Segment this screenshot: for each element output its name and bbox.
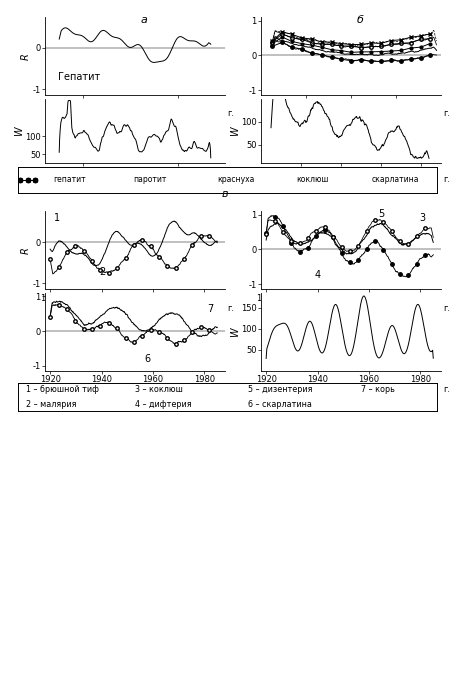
Text: 5: 5 xyxy=(378,208,384,219)
Text: в: в xyxy=(222,189,228,200)
Text: 2 – малярия: 2 – малярия xyxy=(27,400,77,409)
Text: г.: г. xyxy=(227,304,234,313)
Text: гепатит: гепатит xyxy=(54,175,86,184)
Text: паротит: паротит xyxy=(133,175,166,184)
Text: г.: г. xyxy=(227,110,234,118)
Text: г.: г. xyxy=(227,175,234,184)
Text: 3: 3 xyxy=(419,212,426,223)
Text: г.: г. xyxy=(227,385,234,394)
Y-axis label: W: W xyxy=(230,327,240,337)
Text: 7 – корь: 7 – корь xyxy=(361,385,395,394)
Text: 4 – дифтерия: 4 – дифтерия xyxy=(135,400,192,409)
Y-axis label: R: R xyxy=(21,53,31,59)
Text: 5 – дизентерия: 5 – дизентерия xyxy=(248,385,313,394)
Y-axis label: W: W xyxy=(230,126,240,136)
Text: г.: г. xyxy=(443,110,450,118)
Text: 1: 1 xyxy=(54,212,60,223)
Text: скарлатина: скарлатина xyxy=(372,175,419,184)
Text: 2: 2 xyxy=(99,268,105,277)
Text: г.: г. xyxy=(443,385,450,394)
Text: коклюш: коклюш xyxy=(296,175,328,184)
Y-axis label: W: W xyxy=(14,126,24,136)
Text: г.: г. xyxy=(443,304,450,313)
Text: 6: 6 xyxy=(144,353,150,364)
Text: б: б xyxy=(356,14,364,25)
Text: краснуха: краснуха xyxy=(217,175,254,184)
Text: Гепатит: Гепатит xyxy=(58,72,100,82)
Text: а: а xyxy=(140,14,148,25)
Text: 6 – скарлатина: 6 – скарлатина xyxy=(248,400,312,409)
Text: г.: г. xyxy=(443,175,450,184)
Text: 3 – коклюш: 3 – коклюш xyxy=(135,385,183,394)
Y-axis label: R: R xyxy=(21,247,31,253)
Text: 7: 7 xyxy=(207,304,213,315)
Text: 4: 4 xyxy=(315,270,321,280)
Text: 1 – брюшной тиф: 1 – брюшной тиф xyxy=(27,385,99,394)
